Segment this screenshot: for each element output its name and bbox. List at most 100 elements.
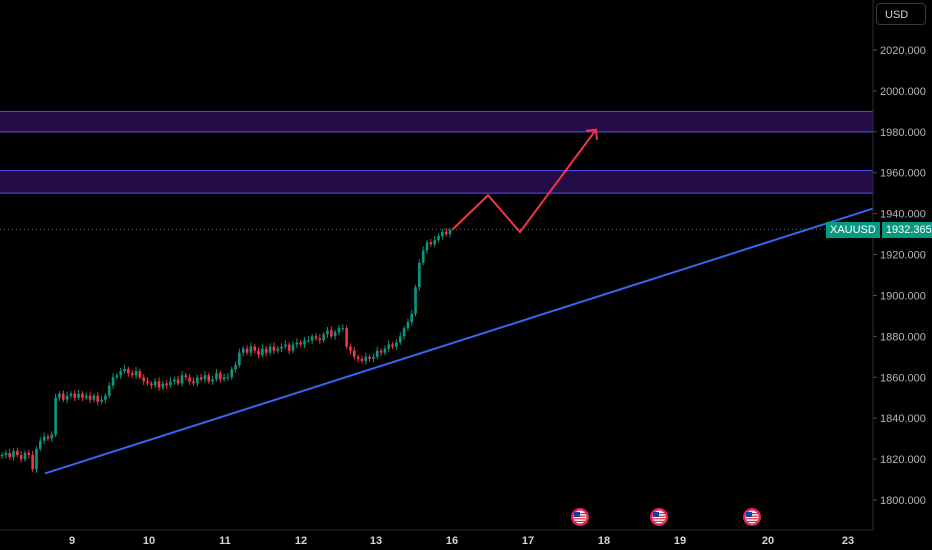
candle-body: [69, 393, 73, 396]
y-tick-label: 2020.000: [880, 45, 926, 57]
candle-body: [65, 395, 69, 400]
candle-body: [437, 236, 440, 241]
candle: [8, 448, 11, 460]
candle-body: [19, 455, 23, 460]
candle: [398, 332, 402, 345]
candle: [238, 348, 241, 368]
x-tick-label: 13: [370, 535, 382, 547]
candle: [245, 345, 249, 356]
y-tick-label: 1840.000: [880, 413, 926, 425]
candle: [387, 340, 391, 353]
candle-body: [368, 356, 371, 359]
candle: [0, 452, 4, 459]
flag-canton: [574, 512, 580, 517]
candle-body: [387, 344, 391, 349]
candle: [230, 366, 234, 380]
candle: [341, 324, 345, 332]
candle: [211, 376, 214, 385]
candle-body: [180, 375, 184, 384]
candle: [425, 239, 429, 254]
candle-body: [375, 350, 379, 357]
trendline[interactable]: [44, 207, 874, 475]
us-flag-icon[interactable]: [571, 508, 589, 526]
candle: [84, 392, 88, 401]
candle-body: [130, 373, 134, 376]
candle-body: [165, 383, 168, 386]
candle-body: [264, 348, 268, 353]
candle-body: [268, 346, 272, 353]
candle-body: [192, 381, 195, 384]
candle-body: [92, 395, 96, 400]
candle-layer: [0, 227, 452, 473]
candle-body: [272, 346, 276, 351]
candle: [92, 393, 96, 403]
candle: [433, 236, 436, 248]
candle-body: [96, 395, 100, 402]
candle: [337, 324, 341, 335]
candle: [38, 437, 42, 452]
currency-button[interactable]: USD: [876, 3, 926, 25]
flag-canton: [653, 512, 659, 517]
candle-body: [398, 336, 402, 343]
candle: [134, 367, 138, 379]
flag-stripe: [746, 520, 758, 522]
candle-body: [188, 377, 191, 382]
candle-body: [322, 334, 325, 341]
candle: [421, 246, 425, 266]
candle-body: [318, 338, 322, 341]
x-tick-label: 9: [69, 535, 75, 547]
candle: [379, 348, 383, 357]
candle: [130, 369, 134, 378]
candle: [218, 370, 222, 383]
candle: [345, 325, 348, 350]
candle: [299, 340, 302, 347]
candle: [115, 372, 119, 380]
us-flag-icon[interactable]: [650, 508, 668, 526]
candle: [414, 284, 417, 317]
candle: [142, 374, 145, 385]
us-flag-icon[interactable]: [743, 508, 761, 526]
candle: [418, 259, 421, 291]
x-tick-label: 20: [762, 535, 774, 547]
event-layer[interactable]: [571, 508, 761, 526]
candle-body: [241, 348, 245, 353]
projection-arrowhead: [585, 128, 598, 140]
candle: [253, 344, 257, 354]
candle-body: [410, 313, 414, 323]
candle-body: [360, 358, 364, 361]
candle-body: [207, 375, 211, 382]
candle-body: [58, 393, 61, 398]
candle: [153, 378, 157, 388]
candle: [81, 391, 84, 402]
y-tick-label: 1900.000: [880, 290, 926, 302]
resistance-zone[interactable]: [0, 111, 873, 132]
y-tick-label: 2000.000: [880, 86, 926, 98]
candle-body: [104, 395, 107, 400]
candle: [96, 392, 100, 406]
candle: [310, 333, 314, 344]
candle-body: [295, 342, 299, 345]
candle: [104, 393, 107, 404]
trend-layer[interactable]: [44, 207, 874, 475]
candle: [318, 334, 322, 344]
projection-layer[interactable]: [451, 128, 598, 234]
x-tick-label: 10: [143, 535, 155, 547]
x-tick-label: 16: [446, 535, 458, 547]
candle: [249, 342, 253, 357]
candle-body: [257, 350, 260, 355]
candle: [372, 353, 375, 363]
projection-path[interactable]: [451, 129, 597, 234]
candle: [402, 325, 406, 340]
candle-body: [364, 356, 368, 361]
candle: [406, 318, 410, 331]
candle-body: [406, 322, 410, 329]
candle: [203, 371, 207, 383]
resistance-zone[interactable]: [0, 170, 873, 194]
candle: [322, 331, 325, 343]
candle-body: [169, 381, 172, 386]
y-tick-label: 1940.000: [880, 209, 926, 221]
candle-body: [291, 344, 295, 351]
y-tick-label: 1980.000: [880, 127, 926, 139]
